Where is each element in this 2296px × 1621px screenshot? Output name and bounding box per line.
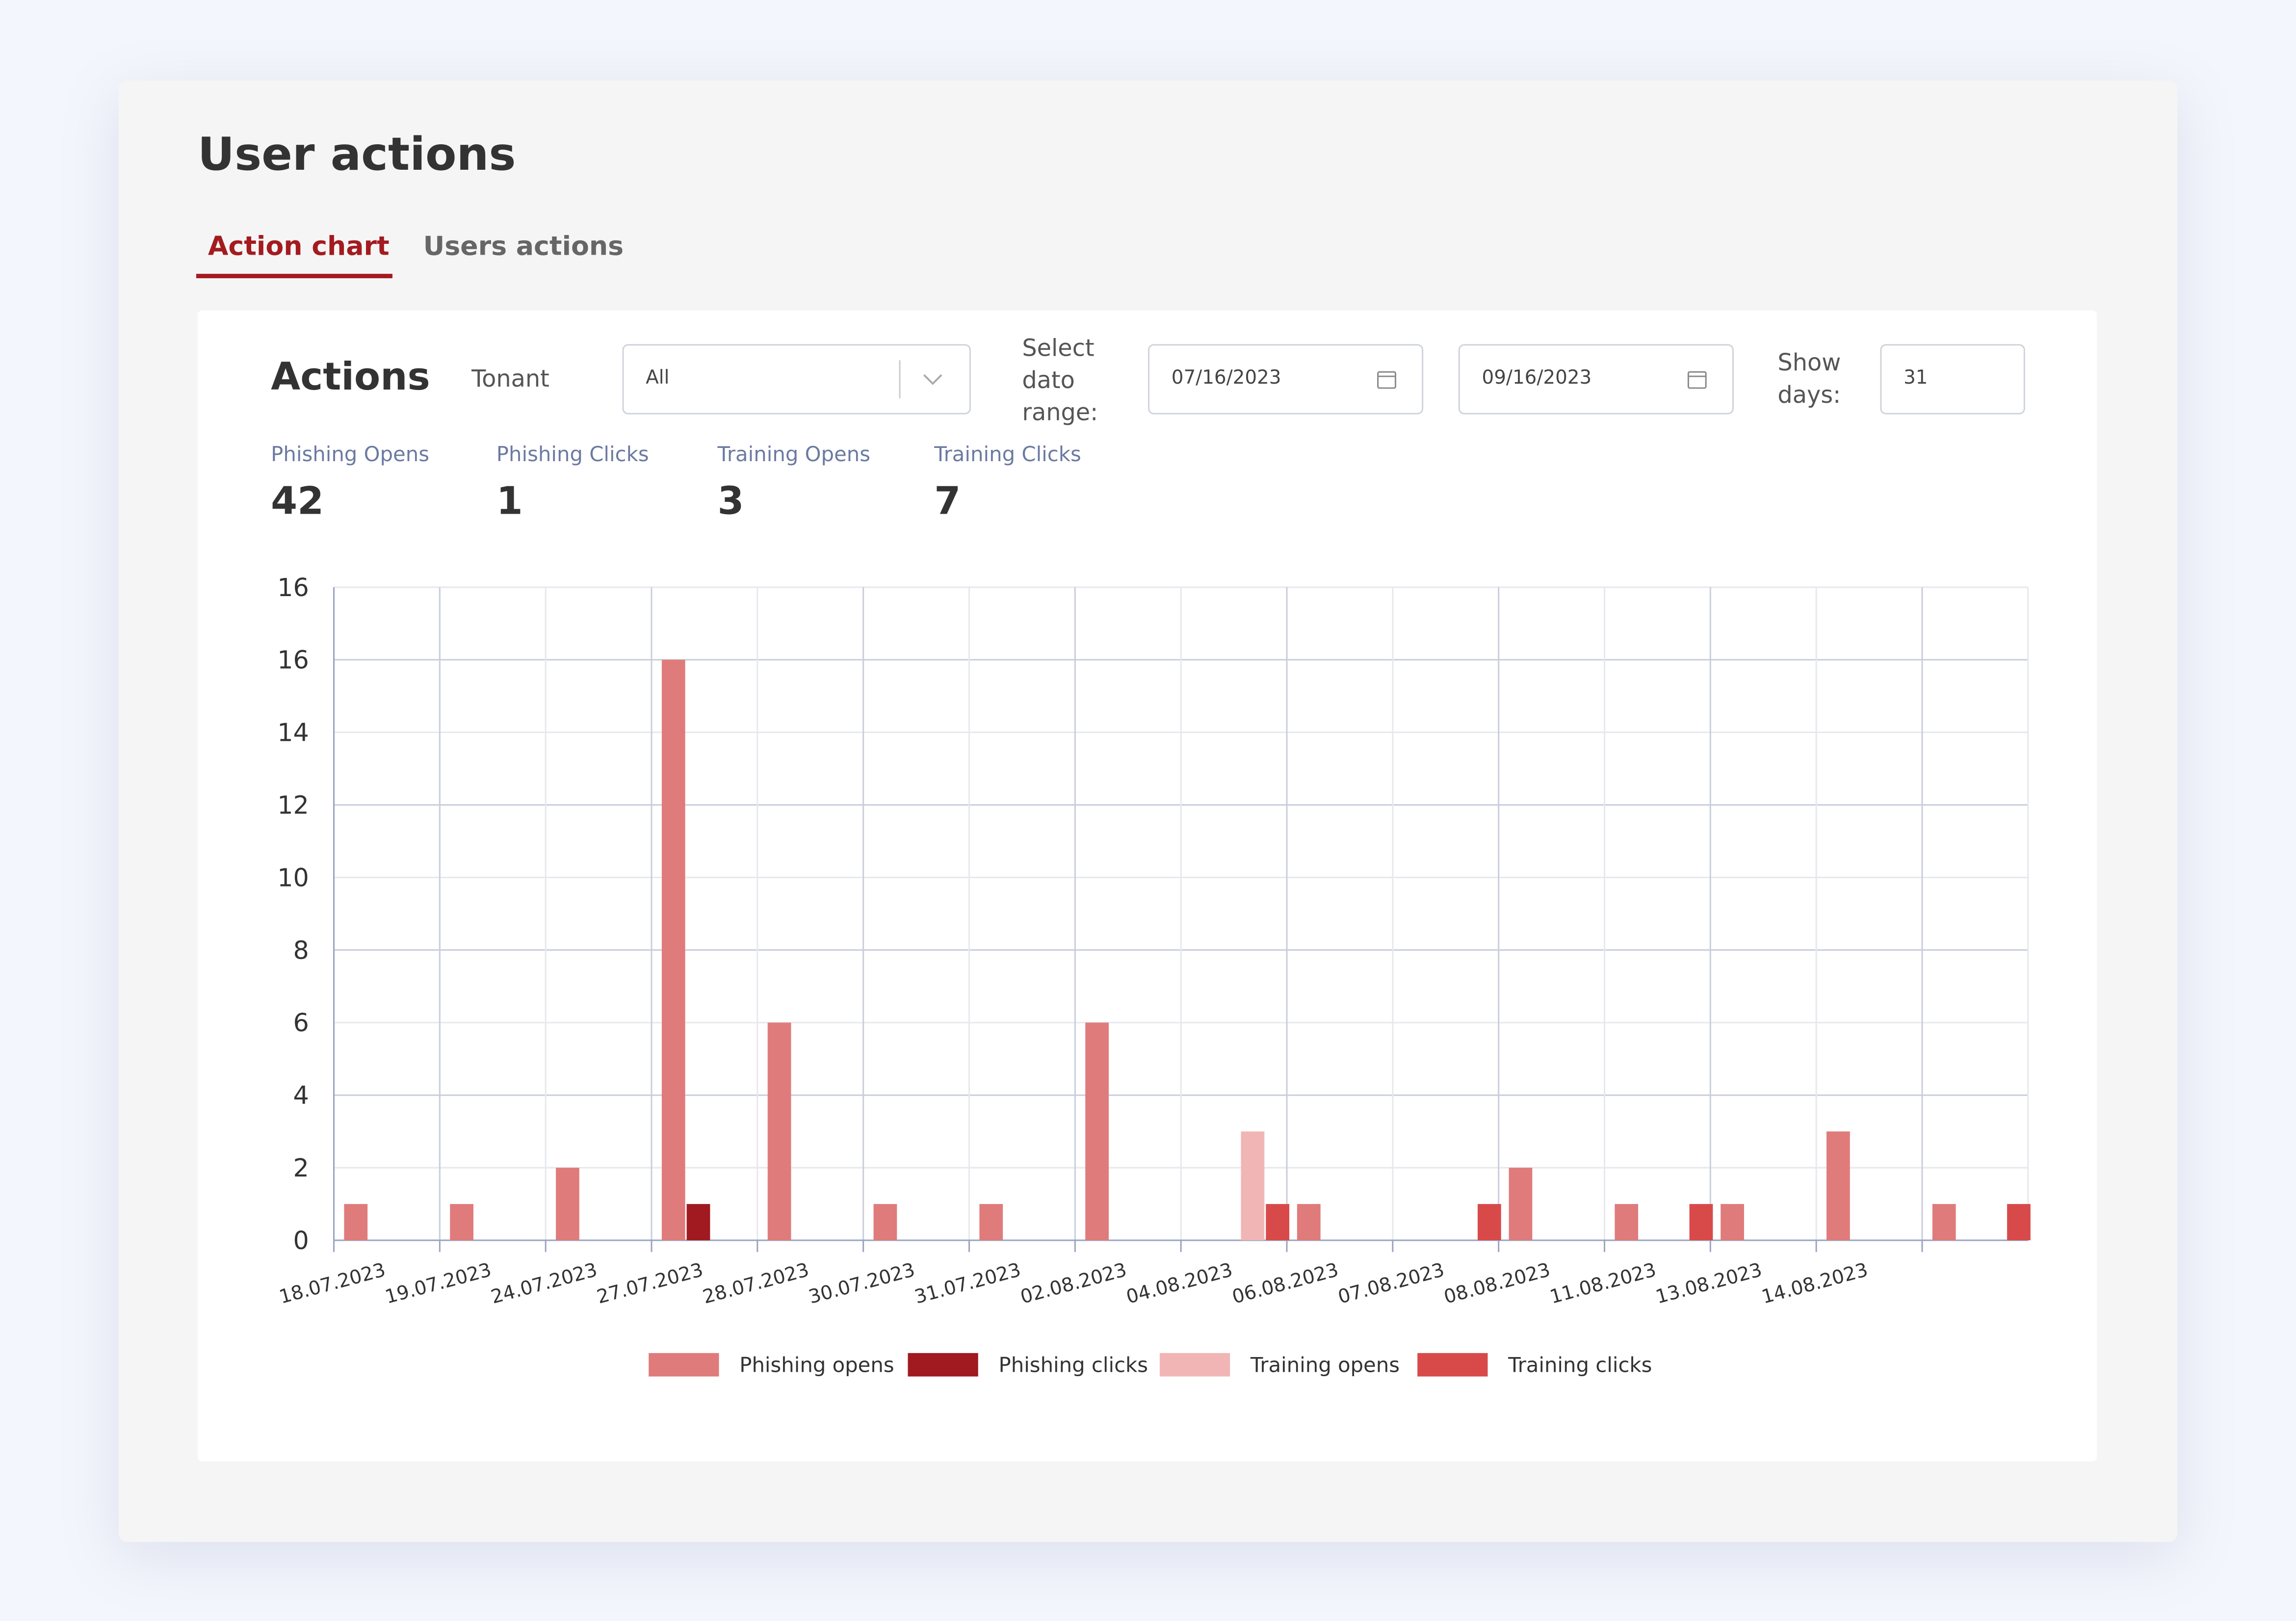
panel-title: Actions <box>271 356 430 400</box>
tab[interactable]: Action chart <box>208 231 390 262</box>
bar <box>344 1204 368 1241</box>
x-tick-label: 30.07.2023 <box>806 1259 917 1308</box>
bar <box>1615 1204 1639 1241</box>
bar <box>873 1204 897 1241</box>
legend-swatch <box>1417 1353 1488 1377</box>
stat-value: 3 <box>717 480 744 524</box>
bar <box>979 1204 1003 1241</box>
bar <box>1297 1204 1321 1241</box>
end-date-input[interactable]: 09/16/2023 <box>1458 344 1734 415</box>
calendar-icon <box>1687 371 1707 389</box>
days-input[interactable]: 31 <box>1880 344 2025 415</box>
legend-label: Training opens <box>1250 1353 1400 1377</box>
y-tick-label: 0 <box>293 1226 309 1255</box>
x-tick-label: 11.08.2023 <box>1547 1259 1658 1308</box>
y-tick-label: 8 <box>293 936 309 965</box>
bar <box>1689 1204 1713 1241</box>
tab[interactable]: Users actions <box>423 231 624 262</box>
bar <box>1932 1204 1956 1241</box>
select-value: All <box>646 367 670 390</box>
legend-label: Phishing opens <box>739 1353 894 1377</box>
y-tick-label: 2 <box>293 1153 309 1182</box>
legend-label: Phishing clicks <box>999 1353 1148 1377</box>
x-tick-label: 04.08.2023 <box>1124 1259 1235 1308</box>
legend-swatch <box>649 1353 719 1377</box>
stat-value: 7 <box>934 480 961 524</box>
days-value: 31 <box>1904 367 1928 390</box>
range-label: Select dato range: <box>1022 334 1098 426</box>
stat-label: Phishing Opens <box>271 444 430 468</box>
stat-label: Training Clicks <box>934 444 1081 468</box>
stat-label: Training Opens <box>717 444 871 468</box>
tenant-select[interactable]: All <box>622 344 971 415</box>
bar <box>1266 1204 1290 1241</box>
y-tick-label: 6 <box>293 1008 309 1037</box>
days-label: Show days: <box>1777 348 1841 409</box>
stat-value: 1 <box>496 480 523 524</box>
y-tick-label: 4 <box>293 1081 309 1110</box>
stat-label: Phishing Clicks <box>496 444 649 468</box>
date-value: 07/16/2023 <box>1171 367 1281 390</box>
x-tick-label: 13.08.2023 <box>1653 1259 1764 1308</box>
y-tick-label: 14 <box>277 718 309 747</box>
bar <box>1241 1131 1265 1241</box>
y-tick-label: 16 <box>277 573 309 602</box>
x-tick-label: 14.08.2023 <box>1759 1259 1870 1308</box>
bar <box>1085 1022 1109 1241</box>
stat-value: 42 <box>271 480 324 524</box>
chevron <box>923 374 942 385</box>
bar <box>1477 1204 1501 1241</box>
x-tick-label: 24.07.2023 <box>489 1259 600 1308</box>
page-title: User actions <box>197 129 516 182</box>
x-tick-label: 18.07.2023 <box>277 1259 388 1308</box>
bar <box>556 1168 579 1241</box>
bar <box>686 1204 710 1241</box>
x-tick-label: 02.08.2023 <box>1018 1259 1129 1308</box>
bar <box>661 659 685 1241</box>
bar <box>2007 1204 2031 1241</box>
x-tick-label: 31.07.2023 <box>912 1259 1023 1308</box>
calendar-icon <box>1377 371 1396 389</box>
bar <box>1826 1131 1850 1241</box>
legend-label: Training clicks <box>1508 1353 1652 1377</box>
date-value: 09/16/2023 <box>1482 367 1592 390</box>
x-tick-label: 19.07.2023 <box>383 1259 494 1308</box>
x-tick-label: 08.08.2023 <box>1441 1259 1552 1308</box>
x-tick-label: 28.07.2023 <box>701 1259 811 1308</box>
y-tick-label: 10 <box>277 863 309 892</box>
bar <box>450 1204 473 1241</box>
tenant-label: Tonant <box>471 365 549 392</box>
divider <box>899 360 901 398</box>
tab-underline <box>196 274 392 279</box>
y-tick-label: 12 <box>277 790 309 819</box>
legend-swatch <box>1159 1353 1230 1377</box>
x-tick-label: 07.08.2023 <box>1336 1259 1447 1308</box>
start-date-input[interactable]: 07/16/2023 <box>1148 344 1424 415</box>
x-tick-label: 27.07.2023 <box>595 1259 705 1308</box>
bar <box>1721 1204 1744 1241</box>
legend-swatch <box>908 1353 978 1377</box>
x-tick-label: 06.08.2023 <box>1230 1259 1341 1308</box>
y-tick-label: 16 <box>277 646 309 675</box>
bar <box>767 1022 791 1241</box>
panel <box>197 310 2097 1462</box>
bar <box>1509 1168 1533 1241</box>
